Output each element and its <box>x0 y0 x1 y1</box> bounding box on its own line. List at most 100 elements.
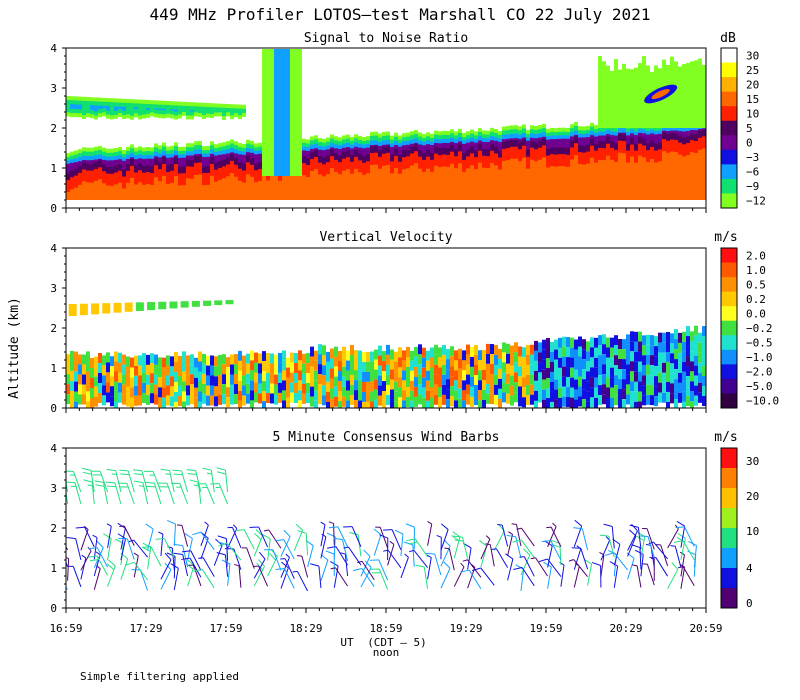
snr-cell <box>622 63 626 129</box>
barb-flag <box>167 519 176 525</box>
vv-cell <box>406 386 410 397</box>
vv-cell <box>394 351 398 362</box>
vv-cell <box>314 380 318 391</box>
vv-cell <box>306 363 310 374</box>
wind-barb <box>117 482 135 505</box>
snr-cell <box>378 168 382 200</box>
y-tick-label: 3 <box>50 482 57 495</box>
wind-barb <box>293 523 304 551</box>
y-tick-label: 3 <box>50 82 57 95</box>
vv-cell <box>122 354 126 365</box>
vv-cell <box>578 346 582 357</box>
vv-cell <box>78 364 82 375</box>
vv-cell <box>426 370 430 381</box>
barb-flag <box>103 533 112 539</box>
snr-cell <box>90 105 94 111</box>
wind-barb <box>280 529 291 557</box>
barb-shaft <box>535 557 549 577</box>
vv-cell <box>634 391 638 402</box>
vv-cell <box>430 367 434 378</box>
vv-cell <box>350 394 354 405</box>
vv-cell <box>410 380 414 391</box>
colorbar-label: 4 <box>746 562 753 575</box>
vv-cell <box>618 358 622 369</box>
vv-cell <box>366 361 370 372</box>
vv-cell <box>202 393 206 404</box>
vv-cell <box>198 381 202 392</box>
vv-cell <box>338 361 342 372</box>
barb-shaft <box>440 568 451 589</box>
vv-cell <box>610 377 614 388</box>
vv-cell <box>342 356 346 367</box>
snr-cell <box>78 104 82 110</box>
vv-cell <box>502 342 506 353</box>
snr-cell <box>70 104 74 110</box>
snr-cell <box>286 170 290 200</box>
snr-cell <box>170 182 174 200</box>
snr-cell <box>522 157 526 200</box>
wind-barb <box>333 537 349 562</box>
vv-colorbar: 2.01.00.50.20.0−0.2−0.5−1.0−2.0−5.0−10.0 <box>720 247 779 409</box>
barb-flag <box>460 569 470 573</box>
vv-cell <box>70 380 74 391</box>
vv-cell <box>166 365 170 376</box>
barb-shaft <box>225 538 229 561</box>
vv-colorbar-unit: m/s <box>714 230 737 245</box>
snr-cell <box>258 181 262 200</box>
barb-flag <box>187 472 197 476</box>
wind-barb <box>105 481 122 505</box>
wind-barb <box>485 543 495 567</box>
barb-shaft <box>496 548 509 568</box>
vv-cell <box>390 389 394 400</box>
barb-shaft <box>647 536 655 558</box>
vv-cell <box>630 361 634 372</box>
snr-cell <box>178 105 182 115</box>
vv-cell <box>542 389 546 400</box>
vv-cell <box>162 377 166 388</box>
vv-cell <box>462 350 466 361</box>
vv-cell <box>290 372 294 383</box>
vv-cell <box>610 397 614 408</box>
vv-cell <box>478 360 482 371</box>
vv-cell <box>406 366 410 377</box>
vv-cell <box>670 363 674 374</box>
barb-flag <box>631 544 641 548</box>
wind-barb <box>462 559 482 578</box>
vv-cell <box>102 395 106 406</box>
vv-cell <box>126 396 130 407</box>
vv-cell <box>342 366 346 377</box>
vv-cell <box>274 354 278 365</box>
vv-cell <box>262 351 266 362</box>
vv-cell <box>534 340 538 351</box>
wind-barb <box>292 570 309 592</box>
vv-cell <box>686 386 690 397</box>
vv-cell <box>142 392 146 403</box>
vv-cell <box>194 377 198 388</box>
barb-flag <box>512 539 522 543</box>
barb-shaft <box>238 565 242 588</box>
vv-cell <box>386 374 390 385</box>
colorbar-label: −12 <box>746 195 766 208</box>
wind-barb <box>600 536 611 561</box>
snr-cell <box>638 63 642 129</box>
wind-barb <box>87 555 109 576</box>
barb-flag <box>648 541 654 545</box>
vv-cell <box>698 332 702 343</box>
colorbar-swatch <box>721 77 737 93</box>
barb-shaft <box>637 527 642 550</box>
snr-cell <box>314 169 318 200</box>
vv-cell <box>398 367 402 378</box>
wind-barb <box>296 555 309 578</box>
vv-cell <box>110 356 114 367</box>
barb-flag <box>328 521 334 524</box>
vv-cell <box>278 382 282 393</box>
barb-shaft <box>120 538 127 561</box>
vv-cell <box>158 357 162 368</box>
wind-barb <box>370 568 389 590</box>
snr-cell <box>626 68 630 128</box>
vv-cell <box>254 392 258 403</box>
barb-shaft <box>547 558 562 577</box>
snr-cell <box>618 152 622 200</box>
y-tick-label: 4 <box>50 42 57 55</box>
